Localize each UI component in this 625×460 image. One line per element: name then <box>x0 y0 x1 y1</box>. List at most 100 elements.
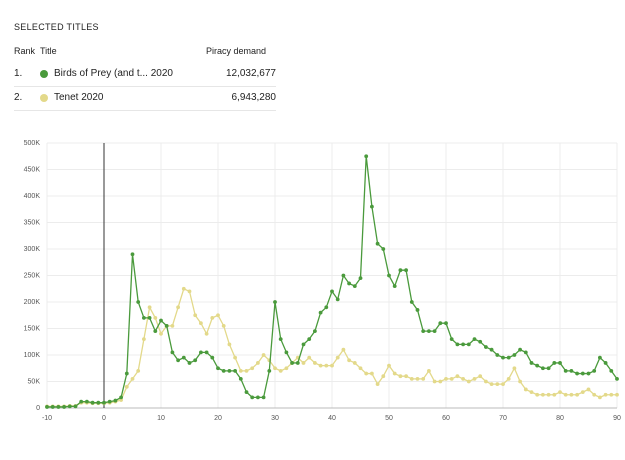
data-point <box>124 371 129 376</box>
data-point <box>598 355 602 360</box>
data-point <box>67 404 72 409</box>
data-point <box>484 379 488 384</box>
data-point <box>124 384 129 389</box>
table-cell: 1. <box>14 68 23 79</box>
table-cell: Birds of Prey (and t... 2020 <box>54 68 173 79</box>
data-point <box>142 316 146 320</box>
column-header: Title <box>40 46 57 56</box>
data-point <box>324 363 329 368</box>
data-point <box>244 369 249 373</box>
data-point <box>592 392 597 397</box>
y-tick-label: 400K <box>24 193 41 200</box>
data-point <box>284 350 289 355</box>
data-point <box>96 400 101 405</box>
data-point <box>506 355 511 360</box>
data-point <box>153 316 158 320</box>
data-point <box>358 276 363 281</box>
data-point <box>421 329 426 334</box>
data-point <box>575 392 579 397</box>
data-point <box>603 361 608 365</box>
data-point <box>204 350 209 355</box>
data-point <box>546 392 551 397</box>
data-point <box>535 392 540 397</box>
data-point <box>352 361 357 365</box>
y-tick-label: 100K <box>24 352 41 359</box>
data-point <box>529 390 534 394</box>
data-point <box>341 273 346 278</box>
data-point <box>535 363 540 368</box>
data-point <box>609 392 614 397</box>
data-point <box>466 379 471 384</box>
data-point <box>238 369 243 373</box>
column-header: Rank <box>14 46 36 56</box>
data-point <box>523 387 528 392</box>
data-point <box>102 400 106 405</box>
data-point <box>552 392 557 397</box>
data-point <box>518 379 522 384</box>
data-point <box>598 395 602 400</box>
data-point <box>347 281 351 286</box>
data-point <box>489 382 494 387</box>
data-point <box>398 268 403 273</box>
data-point <box>278 337 283 341</box>
table-cell: 6,943,280 <box>231 92 277 103</box>
y-tick-label: 200K <box>24 299 41 306</box>
data-point <box>427 369 431 373</box>
data-point <box>478 374 483 379</box>
data-point <box>301 342 306 347</box>
data-point <box>586 387 591 392</box>
data-point <box>324 305 329 310</box>
data-point <box>444 376 448 381</box>
data-point <box>295 361 300 365</box>
data-point <box>204 331 209 336</box>
data-point <box>615 376 619 381</box>
data-point <box>398 374 403 379</box>
y-tick-label: 250K <box>24 272 41 279</box>
x-tick-label: 10 <box>157 415 165 422</box>
data-point <box>592 369 597 373</box>
legend-dot <box>40 70 48 78</box>
data-point <box>62 405 66 409</box>
data-point <box>119 398 123 402</box>
data-point <box>136 300 141 304</box>
data-point <box>427 329 431 334</box>
data-point <box>153 329 158 334</box>
data-point <box>375 382 380 387</box>
data-point <box>90 400 95 405</box>
data-point <box>147 316 152 320</box>
data-point <box>541 366 545 371</box>
data-point <box>575 371 579 376</box>
data-point <box>261 395 266 400</box>
data-point <box>609 369 614 373</box>
data-point <box>381 374 386 379</box>
data-point <box>569 392 574 397</box>
data-point <box>484 345 488 349</box>
data-point <box>159 331 163 336</box>
y-tick-label: 350K <box>24 219 41 226</box>
data-point <box>187 361 192 365</box>
data-point <box>489 347 494 352</box>
data-point <box>580 371 585 376</box>
data-point <box>421 376 426 381</box>
data-point <box>466 342 471 347</box>
data-point <box>387 273 391 278</box>
data-point <box>313 361 317 365</box>
data-point <box>193 313 198 318</box>
data-point <box>444 321 448 326</box>
data-point <box>495 382 500 387</box>
table-row[interactable]: 2. Tenet 2020 6,943,280 <box>14 88 276 111</box>
data-point <box>449 337 454 341</box>
x-tick-label: 50 <box>385 415 393 422</box>
x-tick-label: 60 <box>442 415 450 422</box>
data-point <box>113 398 118 403</box>
data-point <box>392 371 397 376</box>
data-point <box>501 355 505 360</box>
data-point <box>552 361 557 365</box>
table-row[interactable]: 1. Birds of Prey (and t... 2020 12,032,677 <box>14 64 276 87</box>
data-point <box>176 358 181 363</box>
data-point <box>119 395 123 400</box>
data-point <box>341 347 346 352</box>
y-tick-label: 450K <box>24 166 41 173</box>
data-point <box>250 395 255 400</box>
data-point <box>409 376 414 381</box>
